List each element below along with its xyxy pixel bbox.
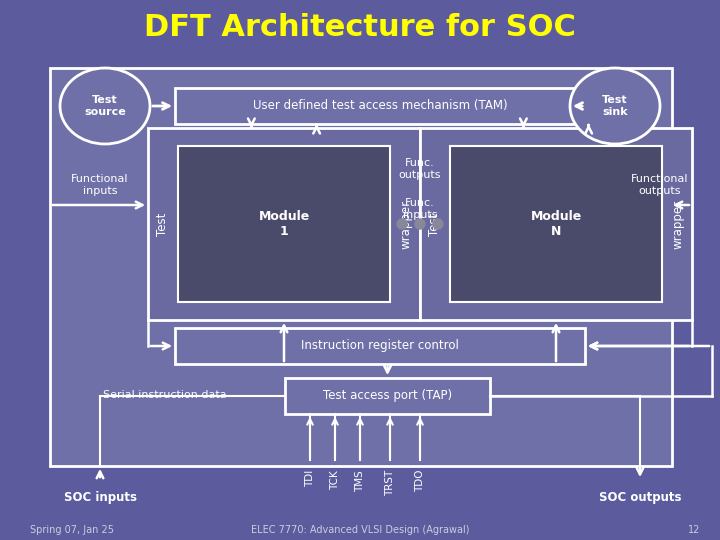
Text: Test access port (TAP): Test access port (TAP) (323, 389, 452, 402)
Ellipse shape (570, 68, 660, 144)
Text: TCK: TCK (330, 470, 340, 490)
Text: Instruction register control: Instruction register control (301, 340, 459, 353)
Ellipse shape (60, 68, 150, 144)
Bar (50, 68, 672, 466)
Circle shape (433, 219, 443, 229)
Text: SOC inputs: SOC inputs (63, 491, 137, 504)
Text: TDO: TDO (415, 470, 425, 492)
Text: DFT Architecture for SOC: DFT Architecture for SOC (144, 14, 576, 43)
Text: User defined test access mechanism (TAM): User defined test access mechanism (TAM) (253, 99, 508, 112)
Text: TMS: TMS (355, 470, 365, 492)
Bar (175, 328, 585, 364)
Text: Test: Test (428, 212, 441, 235)
Text: ELEC 7770: Advanced VLSI Design (Agrawal): ELEC 7770: Advanced VLSI Design (Agrawal… (251, 525, 469, 535)
Text: Module
1: Module 1 (258, 210, 310, 238)
Text: Functional
outputs: Functional outputs (631, 174, 689, 196)
Text: 12: 12 (688, 525, 700, 535)
Text: TDI: TDI (305, 470, 315, 487)
Bar (420, 128, 692, 320)
Circle shape (415, 219, 425, 229)
Circle shape (397, 219, 407, 229)
Text: Test
sink: Test sink (602, 95, 628, 117)
Bar (175, 88, 585, 124)
Text: SOC outputs: SOC outputs (599, 491, 681, 504)
Text: wrapper: wrapper (400, 199, 413, 248)
Text: Serial instruction data: Serial instruction data (103, 390, 227, 400)
Text: Func.
outputs: Func. outputs (399, 158, 441, 180)
Text: wrapper: wrapper (672, 199, 685, 248)
Bar (178, 146, 390, 302)
Text: Spring 07, Jan 25: Spring 07, Jan 25 (30, 525, 114, 535)
Text: Functional
inputs: Functional inputs (71, 174, 129, 196)
Bar (148, 128, 420, 320)
Text: Func.
inputs: Func. inputs (402, 198, 437, 220)
Text: TRST: TRST (385, 470, 395, 496)
Bar (285, 378, 490, 414)
Text: Module
N: Module N (531, 210, 582, 238)
Text: Test: Test (156, 212, 168, 235)
Bar (450, 146, 662, 302)
Text: Test
source: Test source (84, 95, 126, 117)
